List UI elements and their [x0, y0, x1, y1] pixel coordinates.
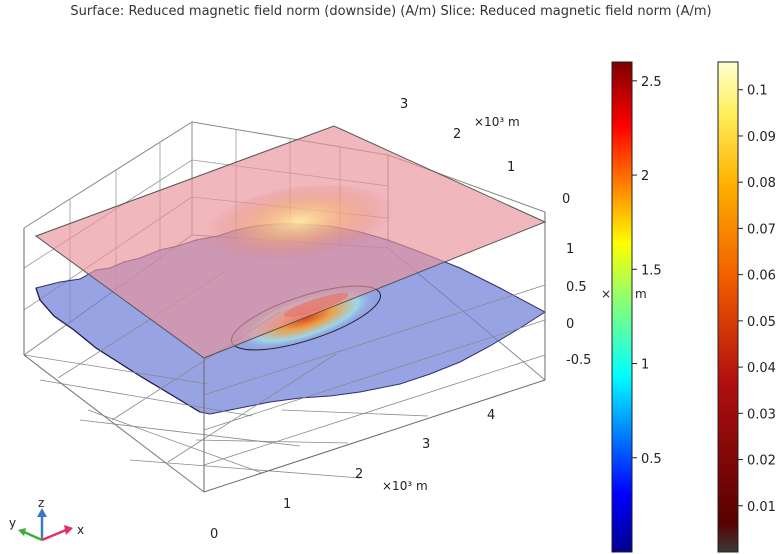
front-wall-grid — [37, 284, 546, 493]
colorbar-surface-tick-label: 0.03 — [747, 407, 776, 422]
colorbar-surface-tick-label: 0.1 — [747, 84, 768, 99]
x-arrow-icon — [41, 528, 67, 542]
x-tick: 4 — [487, 408, 495, 423]
colorbar-surface-tick-label: 0.08 — [747, 176, 776, 191]
axis-triad: z x y — [9, 496, 84, 542]
plot-title: Surface: Reduced magnetic field norm (do… — [70, 4, 712, 19]
x-tick: 3 — [422, 437, 430, 452]
y-tick: 1 — [507, 160, 515, 175]
x-axis-ticks: 0 1 2 3 4 ×10³ m — [210, 408, 495, 542]
y-arrow-icon — [23, 530, 43, 542]
triad-z-label: z — [38, 496, 44, 510]
colorbar-slice-tick-label: 0.5 — [641, 452, 662, 467]
colorbar-surface-tick-label: 0.02 — [747, 454, 776, 469]
colorbar-slice-tick-label: 1.5 — [641, 263, 662, 278]
colorbar-surface-tick-label: 0.06 — [747, 269, 776, 284]
colorbar-surface-gradient — [717, 61, 739, 553]
triad-x-label: x — [77, 523, 84, 537]
y-tick: 2 — [453, 127, 461, 142]
z-tick: 0 — [566, 317, 574, 332]
x-axis-unit: ×10³ m — [382, 479, 428, 493]
z-tick: 1 — [566, 242, 574, 257]
y-tick: 3 — [400, 97, 408, 112]
y-axis-unit: ×10³ m — [474, 115, 520, 129]
colorbar-surface-tick-label: 0.04 — [747, 361, 776, 376]
colorbar-surface-tick-label: 0.07 — [747, 222, 776, 237]
x-tick: 1 — [283, 497, 291, 512]
colorbar-surface: 0.1 0.09 0.08 0.07 0.06 0.05 0.04 0.03 0.02 0.01 — [717, 61, 776, 553]
colorbar-slice-tick-label: 2 — [641, 169, 649, 184]
colorbar-surface-tick-label: 0.05 — [747, 315, 776, 330]
y-tick: 0 — [562, 192, 570, 207]
z-tick: 0.5 — [566, 280, 587, 295]
triad-y-label: y — [9, 516, 16, 530]
x-tick: 0 — [210, 527, 218, 542]
y-axis-ticks: 0 1 2 3 ×10³ m — [400, 97, 570, 207]
colorbar-slice: 2.5 2 1.5 1 0.5 — [611, 61, 662, 553]
x-tick: 2 — [355, 467, 363, 482]
colorbar-surface-tick-label: 0.09 — [747, 130, 776, 145]
colorbar-slice-tick-label: 1 — [641, 358, 649, 373]
z-tick: -0.5 — [566, 353, 591, 368]
z-axis-ticks: 1 0.5 0 -0.5 ×10³ m — [566, 242, 647, 368]
slice-plane — [34, 125, 547, 359]
colorbar-surface-tick-label: 0.01 — [747, 500, 776, 515]
colorbar-slice-tick-label: 2.5 — [641, 75, 662, 90]
colorbar-slice-gradient — [611, 61, 633, 553]
